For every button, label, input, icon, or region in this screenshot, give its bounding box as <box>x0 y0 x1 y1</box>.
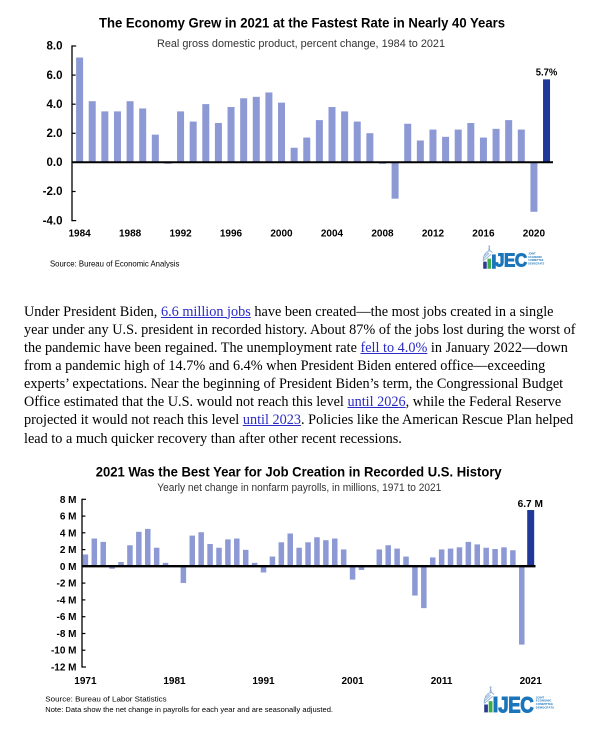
svg-text:-2 M: -2 M <box>57 579 77 590</box>
svg-text:1981: 1981 <box>163 676 186 687</box>
svg-text:1991: 1991 <box>252 676 275 687</box>
svg-text:-2.0: -2.0 <box>43 186 63 198</box>
svg-text:4.0: 4.0 <box>47 99 63 111</box>
svg-text:6.0: 6.0 <box>47 70 63 82</box>
svg-text:-12 M: -12 M <box>51 663 77 674</box>
svg-text:ECONOMIC: ECONOMIC <box>528 256 542 259</box>
svg-text:6.7 M: 6.7 M <box>518 498 544 510</box>
svg-text:COMMITTEE: COMMITTEE <box>528 259 544 262</box>
svg-text:2011: 2011 <box>431 676 453 687</box>
svg-text:0.0: 0.0 <box>47 157 63 169</box>
svg-text:2000: 2000 <box>270 229 293 240</box>
svg-text:5.7%: 5.7% <box>536 67 558 79</box>
svg-text:2020: 2020 <box>523 229 546 240</box>
svg-text:JOINT: JOINT <box>536 695 545 699</box>
svg-text:Source: Bureau of Economic Ana: Source: Bureau of Economic Analysis <box>50 259 179 269</box>
svg-text:4 M: 4 M <box>60 528 77 539</box>
svg-text:2021: 2021 <box>520 676 543 687</box>
svg-text:6 M: 6 M <box>60 512 77 523</box>
svg-text:JOINT: JOINT <box>528 253 536 256</box>
svg-text:ECONOMIC: ECONOMIC <box>536 699 552 703</box>
svg-text:2012: 2012 <box>422 229 445 240</box>
svg-text:JEC: JEC <box>495 251 528 271</box>
svg-text:DEMOCRATS: DEMOCRATS <box>528 262 545 265</box>
svg-text:1988: 1988 <box>119 229 142 240</box>
svg-text:Source: Bureau of Labor Statis: Source: Bureau of Labor Statistics <box>45 695 167 704</box>
svg-text:-10 M: -10 M <box>51 646 77 657</box>
svg-text:2008: 2008 <box>371 229 394 240</box>
svg-text:2.0: 2.0 <box>47 128 63 140</box>
svg-text:-6 M: -6 M <box>57 612 77 623</box>
svg-text:Real gross domestic product, p: Real gross domestic product, percent cha… <box>157 38 445 50</box>
svg-text:COMMITTEE: COMMITTEE <box>536 702 553 706</box>
svg-text:2004: 2004 <box>321 229 344 240</box>
svg-text:1992: 1992 <box>169 229 192 240</box>
svg-text:DEMOCRATS: DEMOCRATS <box>536 705 554 709</box>
svg-text:Yearly net change in nonfarm p: Yearly net change in nonfarm payrolls, i… <box>157 482 441 494</box>
svg-text:8.0: 8.0 <box>47 41 63 53</box>
svg-text:8 M: 8 M <box>60 495 77 506</box>
svg-text:Note: Data show the net change: Note: Data show the net change in payrol… <box>45 705 333 714</box>
svg-text:2016: 2016 <box>472 229 495 240</box>
svg-text:The Economy Grew in 2021 at th: The Economy Grew in 2021 at the Fastest … <box>99 16 505 31</box>
svg-text:1996: 1996 <box>220 229 243 240</box>
svg-text:-8 M: -8 M <box>57 629 77 640</box>
svg-text:0 M: 0 M <box>60 562 77 573</box>
svg-text:JEC: JEC <box>498 693 533 718</box>
svg-text:1971: 1971 <box>74 676 97 687</box>
svg-text:-4 M: -4 M <box>57 595 77 606</box>
svg-text:2001: 2001 <box>341 676 364 687</box>
svg-text:1984: 1984 <box>68 229 91 240</box>
svg-text:-4.0: -4.0 <box>43 215 63 227</box>
svg-text:2 M: 2 M <box>60 545 77 556</box>
svg-text:2021 Was the Best Year for Job: 2021 Was the Best Year for Job Creation … <box>96 464 502 479</box>
